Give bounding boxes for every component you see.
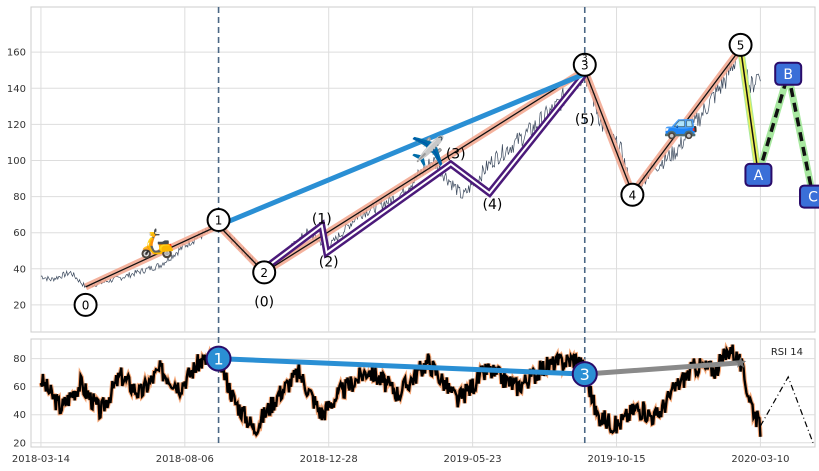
rsi-trend-line (218, 356, 585, 377)
subwave-line-inner (263, 73, 586, 270)
wave-5-marker (728, 32, 753, 57)
rsi-line (39, 344, 762, 437)
wave-label: 1 (215, 214, 223, 228)
rsi-wave-3-marker (571, 361, 598, 388)
correction-label: A (754, 168, 764, 184)
x-tick-label: 2019-05-23 (444, 454, 502, 465)
x-tick-label: 2018-12-28 (300, 454, 358, 465)
rsi-wave-1-marker (205, 345, 232, 372)
emoji-marker-icon: 🚙 (664, 108, 699, 141)
wave-3-sub-label: 3 (582, 54, 588, 64)
wave-1-3-trend-line (217, 71, 586, 228)
price-y-tick-label: 80 (13, 192, 26, 203)
rsi-y-tick-label: 40 (13, 410, 26, 421)
rsi-legend-label: RSI 14 (771, 347, 803, 358)
wave-label: 4 (629, 188, 637, 202)
subwave-label: (2) (319, 255, 339, 271)
subwave-label: (0) (254, 294, 274, 310)
rsi-projection-line (759, 375, 814, 444)
price-y-tick-label: 140 (7, 84, 26, 95)
price-y-tick-label: 100 (7, 156, 26, 167)
subwave-label: (3) (446, 146, 466, 162)
price-y-tick-label: 120 (7, 120, 26, 131)
correction-A-box (744, 162, 773, 187)
subwave-label: (4) (483, 197, 503, 213)
rsi-star-marker (734, 356, 747, 368)
wave-2-marker (252, 260, 277, 285)
correction-C-box (799, 184, 819, 209)
rsi-wave-label: 3 (580, 365, 590, 384)
wave-label: 0 (82, 298, 90, 312)
rsi-divergence-line (584, 360, 741, 377)
rsi-wave-label: 1 (213, 350, 223, 369)
correction-wave-a-line (739, 48, 760, 176)
wave-4-marker (620, 182, 645, 207)
correction-label: C (808, 190, 818, 206)
wave-0-marker (73, 292, 98, 317)
rsi-panel-frame (30, 338, 816, 448)
wave-label: 5 (737, 38, 745, 52)
x-tick-label: 2020-03-10 (731, 454, 789, 465)
wave-label: 2 (260, 266, 268, 280)
rsi-y-tick-label: 60 (13, 382, 26, 393)
x-tick-label: 2018-08-06 (156, 454, 214, 465)
price-y-tick-label: 160 (7, 48, 26, 59)
wave-label: 3 (581, 58, 589, 72)
subwave-label: (5) (575, 112, 595, 128)
subwave-label: (1) (312, 211, 332, 227)
wave-1-marker (206, 208, 231, 233)
emoji-marker-icon: ✈️ (411, 134, 446, 168)
correction-label: B (783, 67, 793, 83)
impulse-wave-line (85, 48, 742, 288)
price-y-tick-label: 20 (13, 300, 26, 311)
rsi-y-tick-label: 20 (13, 438, 26, 449)
wave-3-marker (572, 52, 597, 77)
rsi-y-tick-label: 80 (13, 354, 26, 365)
correction-B-box (774, 61, 803, 86)
x-tick-label: 2018-03-14 (12, 454, 70, 465)
x-tick-label: 2019-10-15 (587, 454, 645, 465)
price-y-tick-label: 60 (13, 228, 26, 239)
price-y-tick-label: 40 (13, 264, 26, 275)
emoji-marker-icon: 🛵 (140, 227, 175, 260)
